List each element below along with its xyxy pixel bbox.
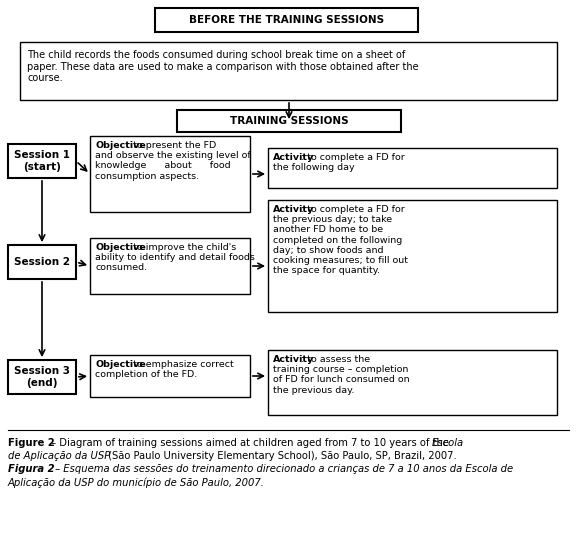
Text: Figura 2: Figura 2 xyxy=(8,464,55,474)
Text: Figure 2: Figure 2 xyxy=(8,438,55,448)
Text: consumed.: consumed. xyxy=(95,264,147,272)
Text: TRAINING SESSIONS: TRAINING SESSIONS xyxy=(230,116,349,126)
Text: Objective: Objective xyxy=(95,360,146,369)
Bar xyxy=(268,350,557,415)
Text: Session 2: Session 2 xyxy=(14,257,70,267)
Text: the previous day.: the previous day. xyxy=(273,386,354,394)
Text: : to complete a FD for: : to complete a FD for xyxy=(301,153,405,162)
Text: training course – completion: training course – completion xyxy=(273,365,409,374)
Text: Activity: Activity xyxy=(273,153,314,162)
Text: Aplicação da USP do município de São Paulo, 2007.: Aplicação da USP do município de São Pau… xyxy=(8,477,265,487)
Text: : to emphasize correct: : to emphasize correct xyxy=(127,360,234,369)
Text: of FD for lunch consumed on: of FD for lunch consumed on xyxy=(273,375,410,385)
Text: day; to show foods and: day; to show foods and xyxy=(273,246,384,255)
Text: Activity: Activity xyxy=(273,205,314,214)
Bar xyxy=(20,42,557,100)
Text: Objective: Objective xyxy=(95,141,146,150)
Text: and observe the existing level of: and observe the existing level of xyxy=(95,151,251,160)
Text: Escola: Escola xyxy=(432,438,464,448)
Text: : to improve the child's: : to improve the child's xyxy=(127,243,236,252)
Bar xyxy=(268,200,557,312)
Text: cooking measures; to fill out: cooking measures; to fill out xyxy=(273,256,408,265)
Bar xyxy=(177,110,401,132)
Text: de Aplicação da USP: de Aplicação da USP xyxy=(8,451,110,461)
Bar xyxy=(8,144,76,178)
Text: Activity: Activity xyxy=(273,355,314,364)
Text: another FD home to be: another FD home to be xyxy=(273,225,383,235)
Text: (São Paulo University Elementary School), São Paulo, SP, Brazil, 2007.: (São Paulo University Elementary School)… xyxy=(105,451,457,461)
Text: Session 3
(end): Session 3 (end) xyxy=(14,366,70,388)
Text: completion of the FD.: completion of the FD. xyxy=(95,370,197,379)
Bar xyxy=(90,238,250,294)
Text: : to assess the: : to assess the xyxy=(301,355,370,364)
Bar xyxy=(8,245,76,279)
Text: completed on the following: completed on the following xyxy=(273,236,402,245)
Text: the space for quantity.: the space for quantity. xyxy=(273,266,380,275)
Text: ability to identify and detail foods: ability to identify and detail foods xyxy=(95,253,255,262)
Bar xyxy=(90,136,250,212)
Text: the previous day; to take: the previous day; to take xyxy=(273,215,392,224)
Text: Objective: Objective xyxy=(95,243,146,252)
Bar xyxy=(268,148,557,188)
Text: consumption aspects.: consumption aspects. xyxy=(95,172,199,181)
Text: Session 1
(start): Session 1 (start) xyxy=(14,150,70,172)
Text: – Esquema das sessões do treinamento direcionado a crianças de 7 a 10 anos da Es: – Esquema das sessões do treinamento dir… xyxy=(52,464,513,474)
Text: : to present the FD: : to present the FD xyxy=(127,141,216,150)
Text: knowledge      about      food: knowledge about food xyxy=(95,161,231,171)
Text: The child records the foods consumed during school break time on a sheet of
pape: The child records the foods consumed dur… xyxy=(27,50,419,83)
Text: the following day: the following day xyxy=(273,163,355,172)
Bar xyxy=(90,355,250,397)
Bar xyxy=(8,360,76,394)
Bar xyxy=(155,8,418,32)
Text: : to complete a FD for: : to complete a FD for xyxy=(301,205,405,214)
Text: – Diagram of training sessions aimed at children aged from 7 to 10 years of the: – Diagram of training sessions aimed at … xyxy=(48,438,452,448)
Text: BEFORE THE TRAINING SESSIONS: BEFORE THE TRAINING SESSIONS xyxy=(189,15,384,25)
